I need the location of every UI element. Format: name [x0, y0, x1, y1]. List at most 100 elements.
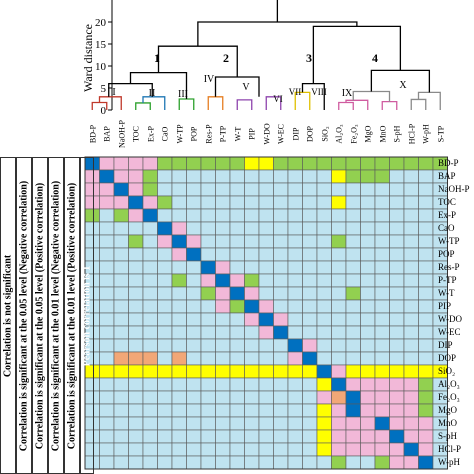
matrix-cell [157, 182, 173, 197]
column-label: PIP [245, 112, 260, 156]
matrix-cell [331, 169, 347, 184]
matrix-cell [273, 455, 289, 470]
matrix-cell [200, 416, 216, 431]
matrix-cell [157, 390, 173, 405]
matrix-cell [345, 299, 361, 314]
matrix-cell [171, 390, 187, 405]
matrix-cell [258, 234, 274, 249]
matrix-cell [171, 234, 187, 249]
matrix-cell [258, 195, 274, 210]
matrix-cell [200, 286, 216, 301]
matrix-cell [99, 208, 115, 223]
matrix-cell [186, 234, 202, 249]
matrix-cell [418, 260, 434, 275]
matrix-cell [142, 377, 158, 392]
matrix-cell [360, 247, 376, 262]
matrix-cell [113, 338, 129, 353]
matrix-cell [128, 325, 144, 340]
matrix-cell [171, 416, 187, 431]
matrix-cell [258, 377, 274, 392]
dendrogram-link-group-v [265, 96, 282, 110]
matrix-cell [99, 377, 115, 392]
cluster-label-3: 3 [306, 51, 312, 65]
matrix-cell [200, 455, 216, 470]
matrix-cell [403, 299, 419, 314]
column-label: S-pH [390, 112, 405, 156]
matrix-cell [316, 182, 332, 197]
matrix-cell [186, 169, 202, 184]
cluster-label-vi: VI [273, 94, 283, 104]
matrix-cell [316, 325, 332, 340]
matrix-cell [345, 416, 361, 431]
row-label: W-T [438, 288, 455, 298]
matrix-cell [273, 208, 289, 223]
matrix-cell [215, 338, 231, 353]
matrix-cell [374, 325, 390, 340]
matrix-cell [258, 351, 274, 366]
matrix-cell [229, 325, 245, 340]
column-label: MnO [375, 112, 390, 156]
matrix-cell [403, 286, 419, 301]
matrix-cell [215, 273, 231, 288]
matrix-cell [316, 455, 332, 470]
matrix-cell [374, 234, 390, 249]
matrix-cell [113, 299, 129, 314]
matrix-cell [273, 286, 289, 301]
matrix-cell [229, 286, 245, 301]
matrix-cell [302, 182, 318, 197]
matrix-cell [186, 364, 202, 379]
matrix-cell [157, 273, 173, 288]
matrix-cell [331, 208, 347, 223]
matrix-cell [157, 364, 173, 379]
matrix-cell [99, 247, 115, 262]
matrix-cell [142, 221, 158, 236]
matrix-cell [244, 182, 260, 197]
matrix-cell [171, 286, 187, 301]
matrix-cell [142, 247, 158, 262]
row-label: PIP [438, 301, 452, 311]
matrix-cell [418, 247, 434, 262]
matrix-cell [331, 351, 347, 366]
column-label-text: MnO [378, 125, 387, 143]
matrix-cell [99, 195, 115, 210]
matrix-cell [99, 442, 115, 457]
matrix-cell [157, 247, 173, 262]
matrix-cell [302, 390, 318, 405]
matrix-cell [229, 455, 245, 470]
matrix-cell [186, 221, 202, 236]
matrix-cell [302, 273, 318, 288]
row-label: W-pH [438, 457, 460, 467]
column-label: CaO [158, 112, 173, 156]
matrix-cell [186, 182, 202, 197]
row-label: BAP [438, 171, 456, 181]
matrix-cell [99, 156, 115, 171]
matrix-cell [113, 273, 129, 288]
matrix-cell [142, 312, 158, 327]
row-label: W-TP [438, 236, 460, 246]
matrix-cell [142, 429, 158, 444]
matrix-cell [186, 338, 202, 353]
matrix-cell [374, 416, 390, 431]
matrix-cell [331, 429, 347, 444]
matrix-cell [374, 195, 390, 210]
matrix-cell [200, 260, 216, 275]
matrix-cell [302, 260, 318, 275]
matrix-cell [244, 416, 260, 431]
matrix-cell [244, 364, 260, 379]
matrix-cell [215, 260, 231, 275]
matrix-cell [316, 299, 332, 314]
matrix-cell [186, 403, 202, 418]
matrix-cell [273, 234, 289, 249]
matrix-cell [403, 442, 419, 457]
dendrogram-link-group-ii [142, 96, 166, 110]
matrix-cell [345, 234, 361, 249]
matrix-cell [142, 403, 158, 418]
matrix-cell [244, 247, 260, 262]
matrix-cell [316, 351, 332, 366]
matrix-cell [316, 429, 332, 444]
matrix-cell [374, 351, 390, 366]
matrix-cell [374, 377, 390, 392]
row-label: DOP [438, 353, 457, 363]
matrix-cell [142, 455, 158, 470]
